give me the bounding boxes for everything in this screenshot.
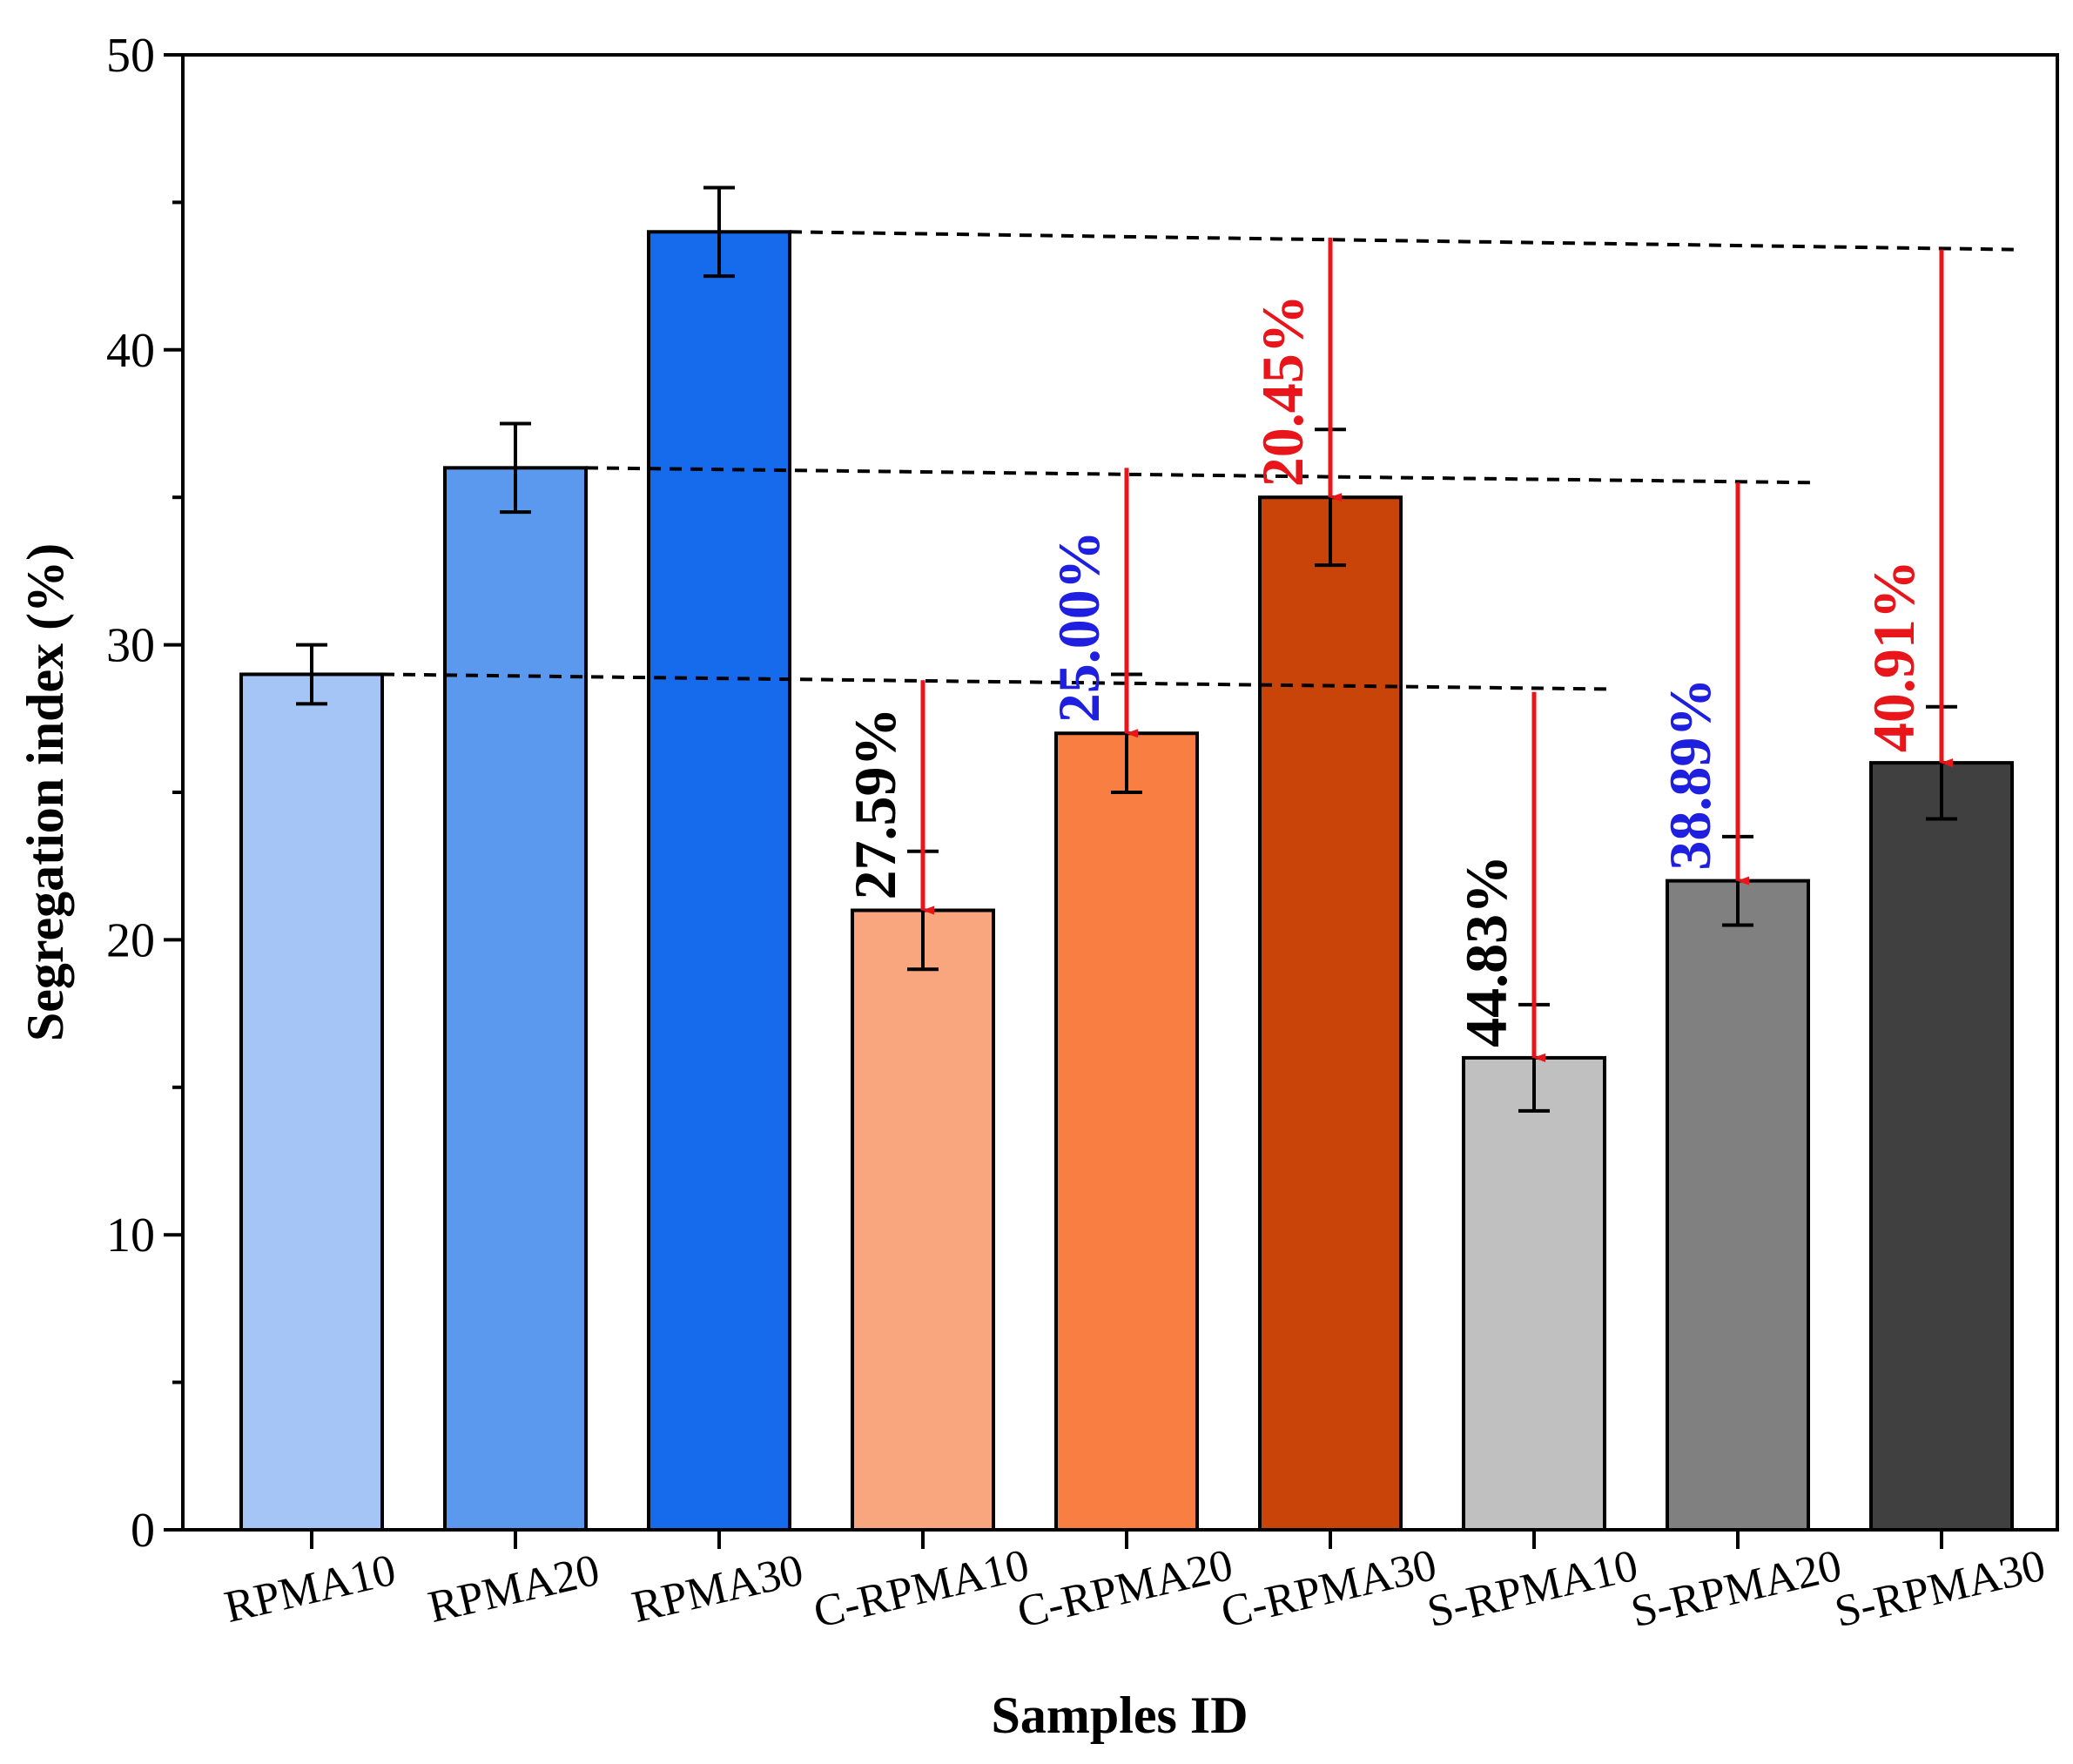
- y-tick-label: 40: [106, 324, 155, 378]
- error-bar: [296, 643, 327, 706]
- reference-line-1: [381, 672, 1609, 691]
- reference-line-3: [789, 230, 2016, 252]
- y-axis-title: Segregation index (%): [17, 543, 74, 1041]
- error-bar: [500, 421, 531, 515]
- bar-s-rpma20: [1666, 879, 1810, 1532]
- error-bar: [703, 185, 735, 279]
- reduction-label: 38.89%: [1657, 678, 1723, 871]
- y-tick-label: 0: [131, 1504, 155, 1558]
- bar-rpma30: [647, 230, 791, 1532]
- reduction-label: 25.00%: [1046, 530, 1112, 723]
- y-tick-label: 30: [106, 619, 155, 673]
- y-tick-label: 20: [106, 913, 155, 967]
- x-tick-label: RPMA20: [424, 1545, 604, 1633]
- x-tick-label: S-RPMA20: [1626, 1541, 1846, 1638]
- y-tick-label: 50: [106, 29, 155, 83]
- reduction-label: 20.45%: [1249, 294, 1316, 487]
- bar-c-rpma20: [1054, 731, 1199, 1532]
- bar-s-rpma10: [1462, 1055, 1606, 1532]
- bar-rpma20: [443, 466, 588, 1532]
- reduction-label: 40.91%: [1861, 560, 1927, 752]
- bar-s-rpma30: [1869, 761, 2014, 1532]
- x-tick-label: C-RPMA20: [1013, 1540, 1237, 1638]
- reference-line-2: [585, 466, 1813, 485]
- x-tick-label: C-RPMA10: [809, 1540, 1033, 1638]
- bar-c-rpma10: [851, 908, 995, 1532]
- x-tick-label: RPMA10: [220, 1545, 400, 1633]
- x-tick-label: RPMA30: [628, 1545, 808, 1633]
- x-tick-label: S-RPMA10: [1423, 1541, 1642, 1638]
- bar-rpma10: [239, 672, 384, 1532]
- y-tick-label: 10: [106, 1209, 155, 1262]
- x-tick-label: S-RPMA30: [1830, 1541, 2049, 1638]
- reduction-label: 27.59%: [842, 708, 908, 900]
- bar-c-rpma30: [1258, 495, 1403, 1532]
- x-axis-title: Samples ID: [991, 1687, 1248, 1744]
- reduction-label: 44.83%: [1453, 855, 1519, 1047]
- x-tick-label: C-RPMA30: [1216, 1540, 1441, 1638]
